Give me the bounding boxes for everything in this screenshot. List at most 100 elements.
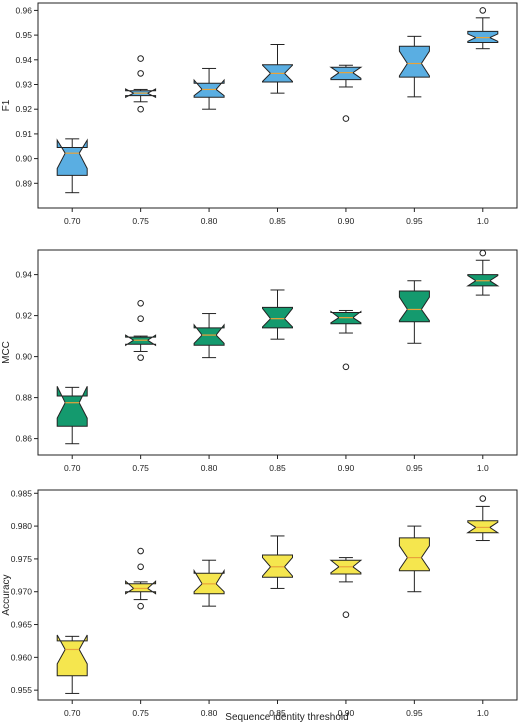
box-body — [193, 568, 225, 595]
outlier-point — [137, 105, 144, 113]
outlier-point — [137, 315, 144, 322]
f1-box-0.80 — [193, 67, 225, 110]
f1-box-0.75 — [125, 55, 157, 113]
outlier-point — [342, 363, 350, 371]
f1-y-tick-label: 0.90 — [15, 154, 32, 164]
box-body — [125, 580, 157, 595]
box-body — [467, 30, 499, 43]
accuracy-x-tick-label: 0.85 — [269, 708, 286, 718]
mcc-box-0.80 — [193, 313, 225, 359]
outlier-point — [137, 55, 144, 62]
accuracy-box-0.75 — [125, 547, 157, 610]
mcc-y-tick-label: 0.94 — [15, 270, 32, 280]
f1-box-1.0 — [467, 7, 499, 50]
f1-y-tick-label: 0.91 — [15, 129, 32, 139]
mcc-y-tick-label: 0.86 — [15, 434, 32, 444]
f1-y-tick-label: 0.89 — [15, 178, 32, 188]
box-body — [56, 386, 88, 427]
accuracy-x-tick-label: 0.75 — [132, 708, 149, 718]
mcc-x-tick-label: 0.85 — [269, 463, 286, 473]
mcc-plot-frame — [37, 249, 518, 456]
accuracy-y-tick-label: 0.985 — [11, 488, 33, 498]
f1-plot-frame — [37, 2, 518, 209]
accuracy-y-tick-label: 0.980 — [11, 521, 33, 531]
f1-x-tick-label: 0.75 — [132, 216, 149, 226]
mcc-y-axis-title: MCC — [1, 341, 12, 364]
outlier-point — [137, 354, 144, 361]
accuracy-y-tick-label: 0.960 — [11, 652, 33, 662]
f1-y-tick-label: 0.93 — [15, 80, 32, 90]
box-body — [262, 554, 293, 578]
x-axis-title: Sequence identity threshold — [225, 712, 348, 723]
f1-x-tick-label: 1.0 — [477, 216, 489, 226]
accuracy-x-tick-label: 0.95 — [406, 708, 423, 718]
accuracy-x-tick-label: 0.70 — [64, 708, 81, 718]
accuracy-y-tick-label: 0.955 — [11, 685, 33, 695]
accuracy-x-tick-label: 0.80 — [201, 708, 218, 718]
accuracy-box-0.90 — [329, 557, 363, 618]
accuracy-box-0.85 — [262, 535, 293, 589]
f1-y-tick-label: 0.94 — [15, 55, 32, 65]
f1-y-tick-label: 0.95 — [15, 30, 32, 40]
mcc-x-tick-label: 0.75 — [132, 463, 149, 473]
accuracy-plot-frame — [37, 489, 518, 701]
outlier-point — [479, 7, 487, 14]
accuracy-box-0.80 — [193, 559, 225, 607]
mcc-x-tick-label: 0.90 — [338, 463, 355, 473]
accuracy-y-tick-label: 0.965 — [11, 620, 33, 630]
f1-x-tick-label: 0.90 — [338, 216, 355, 226]
box-body — [398, 537, 430, 572]
f1-y-tick-label: 0.96 — [15, 5, 32, 15]
outlier-point — [479, 495, 487, 502]
f1-y-axis-title: F1 — [1, 99, 12, 111]
outlier-point — [342, 611, 350, 618]
f1-box-0.70 — [56, 138, 88, 194]
accuracy-box-0.95 — [398, 525, 430, 593]
mcc-box-0.90 — [330, 309, 362, 371]
mcc-box-0.75 — [125, 300, 157, 361]
f1-x-tick-label: 0.70 — [64, 216, 81, 226]
f1-y-tick-label: 0.92 — [15, 104, 32, 114]
f1-x-tick-label: 0.80 — [201, 216, 218, 226]
box-body — [466, 520, 500, 534]
mcc-x-tick-label: 0.95 — [406, 463, 423, 473]
outlier-point — [137, 547, 144, 555]
outlier-point — [479, 249, 487, 257]
f1-panel: 0.89 0.90 0.91 0.92 0.93 0.94 0.95 0.96 F1 0.70 0.… — [1, 2, 518, 226]
accuracy-y-axis-title: Accuracy — [1, 574, 12, 615]
accuracy-panel: 0.955 0.960 0.965 0.970 0.975 0.980 0.985 Accur… — [1, 488, 518, 718]
mcc-box-0.85 — [262, 289, 293, 340]
accuracy-y-tick-label: 0.970 — [11, 587, 33, 597]
mcc-y-tick-label: 0.88 — [15, 393, 32, 403]
box-body — [262, 306, 293, 329]
outlier-point — [137, 563, 144, 571]
outlier-point — [137, 70, 144, 77]
mcc-x-tick-label: 0.80 — [201, 463, 218, 473]
f1-x-tick-label: 0.85 — [269, 216, 286, 226]
box-body — [398, 290, 430, 323]
box-body — [329, 66, 363, 81]
mcc-box-0.95 — [398, 280, 430, 344]
box-body — [56, 138, 88, 176]
outlier-point — [342, 115, 350, 122]
accuracy-box-1.0 — [466, 495, 500, 542]
outlier-point — [137, 602, 144, 610]
f1-box-0.85 — [262, 43, 293, 94]
mcc-x-tick-label: 0.70 — [64, 463, 81, 473]
accuracy-box-0.70 — [56, 634, 88, 694]
accuracy-x-tick-label: 1.0 — [477, 708, 489, 718]
mcc-box-0.70 — [56, 386, 88, 445]
outlier-point — [137, 300, 144, 307]
box-body — [193, 78, 225, 98]
mcc-y-tick-label: 0.92 — [15, 311, 32, 321]
box-body — [56, 634, 88, 677]
mcc-y-tick-label: 0.90 — [15, 352, 32, 362]
f1-box-0.95 — [398, 35, 430, 98]
accuracy-y-tick-label: 0.975 — [11, 554, 33, 564]
box-body — [398, 45, 430, 78]
f1-box-0.90 — [329, 64, 363, 122]
mcc-x-tick-label: 1.0 — [477, 463, 489, 473]
mcc-box-1.0 — [466, 249, 500, 296]
mcc-panel: 0.86 0.88 0.90 0.92 0.94 MCC 0.70 0.75 0.80 0.85 0… — [1, 249, 518, 473]
